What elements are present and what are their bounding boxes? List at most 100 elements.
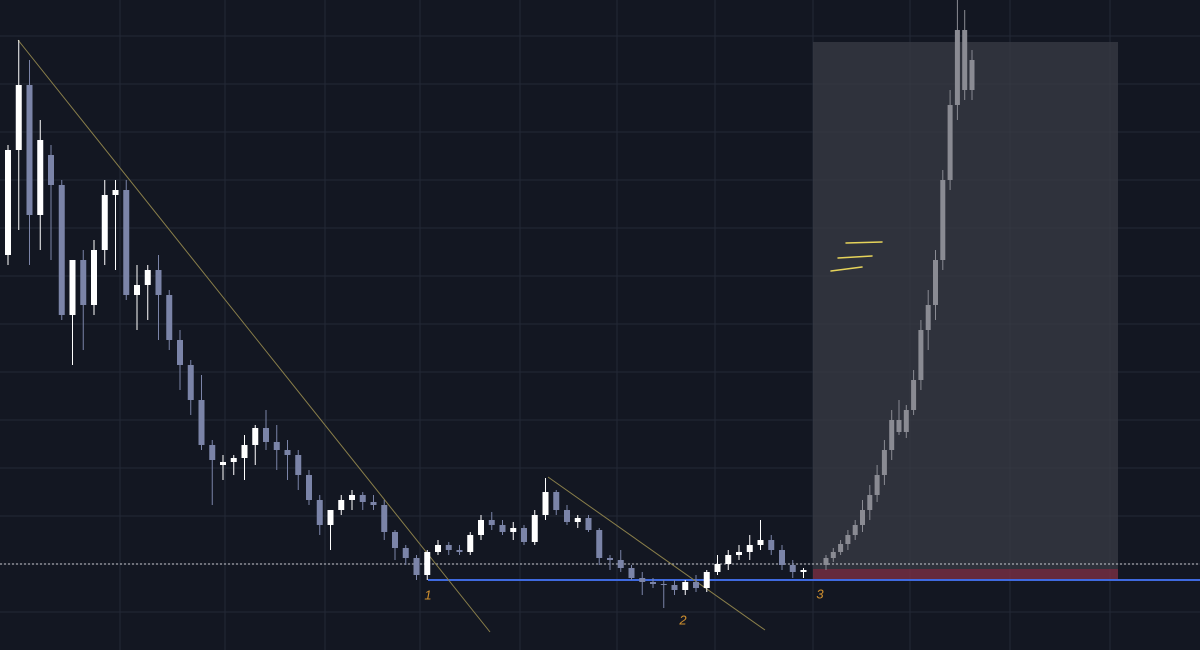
candle-body [969,60,975,90]
candle-body [284,450,291,455]
candle-body [230,458,237,462]
candle-body [488,520,495,525]
candle-body [925,305,931,330]
candle-body [830,552,836,558]
candle-body [370,502,377,505]
candle-body [15,85,22,150]
candle-body [241,445,248,458]
candle-body [478,520,484,535]
candle-body [911,380,917,410]
candle-body [628,568,635,578]
candle-body [306,475,312,500]
candle-body [838,544,844,552]
candle-body [144,270,151,285]
annotation: 1 [424,587,431,602]
candle-body [338,500,345,510]
candle-body [947,105,953,180]
candle-body [5,150,11,255]
candle-body [693,582,699,588]
candle-body [37,140,44,215]
annotation: 3 [816,586,824,601]
candle-body [101,195,108,250]
candle-body [564,510,570,522]
candle-body [867,495,873,510]
candle-body [263,428,269,442]
candle-body [746,545,753,552]
candle-body [112,190,119,195]
candle-body [252,428,259,445]
candle-body [359,495,366,502]
candle-body [860,510,865,525]
candle-body [349,495,355,500]
candle-body [316,500,323,525]
candle-body [845,535,851,544]
candle-body [198,400,205,445]
candles [5,0,975,608]
candle-body [736,552,742,555]
candle-body [134,285,140,295]
candle-body [918,330,924,380]
candle-body [220,462,226,465]
candle-body [779,550,785,565]
projection-zone [813,42,1118,569]
candle-body [531,515,538,542]
candle-body [327,510,334,525]
candle-body [607,558,613,560]
candle-body [435,545,441,552]
candle-body [91,250,97,305]
candle-body [703,572,710,588]
candle-body [413,558,420,575]
candle-body [962,30,968,90]
candle-body [725,555,732,564]
risk-zone [813,569,1118,581]
candle-body [295,455,302,475]
candle-body [768,540,775,550]
candle-body [585,518,592,530]
drawing-scribble [830,241,883,272]
candle-body [209,445,216,460]
candle-body [445,545,452,550]
candle-body [187,365,194,400]
candle-body [574,518,581,522]
candle-body [155,270,162,295]
candle-body [889,420,895,450]
candle-body [650,582,656,584]
candle-body [881,450,887,475]
candle-body [933,260,938,305]
candle-body [467,535,474,552]
candle-body [69,260,76,315]
candle-body [874,475,880,495]
trend-line [547,476,766,631]
candle-body [903,410,909,432]
candle-body [789,565,796,572]
candle-body [402,548,409,558]
candle-body [553,492,560,510]
candle-body [424,552,431,575]
candle-body [682,582,689,590]
candle-body [714,564,721,572]
candle-body [510,528,517,532]
candle-body [823,558,829,565]
annotation: 2 [678,612,687,627]
candle-body [48,155,54,185]
trend-line [17,39,491,633]
candle-body [639,578,646,582]
candle-body [660,584,667,585]
candle-body [671,585,678,590]
candle-body [381,505,388,532]
candle-body [80,260,87,305]
candle-body [456,550,463,552]
candle-body [177,340,183,365]
candle-body [26,85,33,215]
candle-body [273,442,280,450]
candle-body [852,525,858,535]
candle-body [166,295,173,340]
candle-body [596,530,603,558]
candle-body [123,190,130,295]
candle-body [392,532,398,548]
candle-body [940,180,946,260]
candle-body [542,492,549,515]
candle-body [499,525,506,532]
